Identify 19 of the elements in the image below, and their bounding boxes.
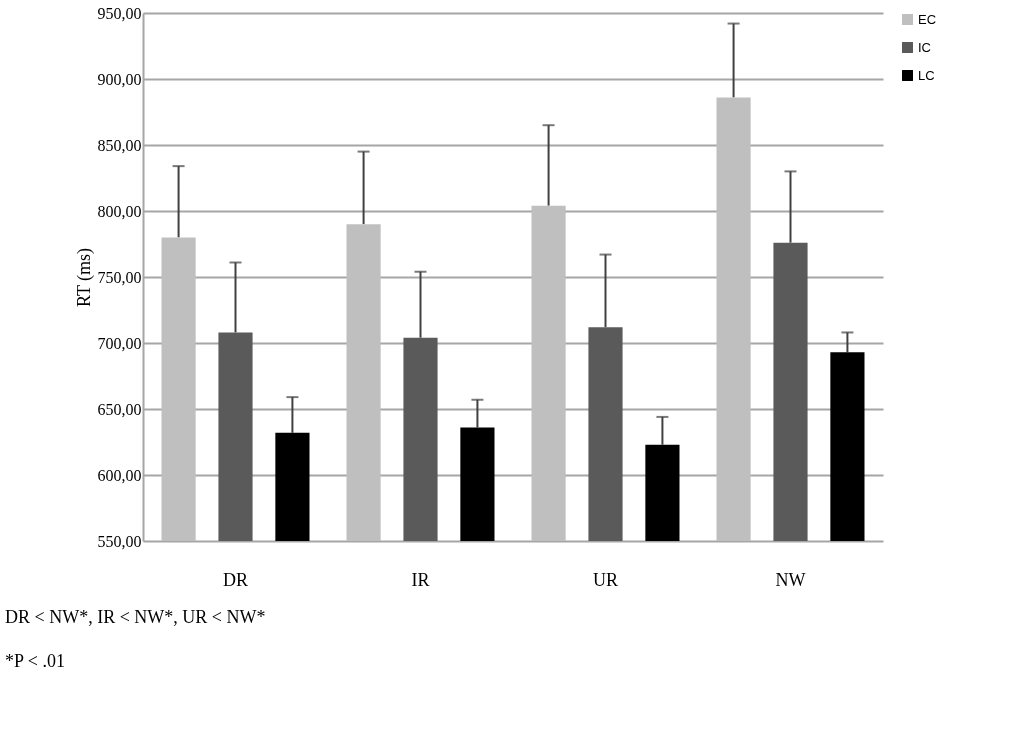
y-tick-label: 700,00	[97, 334, 142, 352]
legend-label: EC	[918, 11, 937, 27]
y-tick-label: 800,00	[97, 202, 142, 220]
y-tick-label: 950,00	[97, 4, 142, 22]
y-axis-title: RT (ms)	[73, 247, 95, 308]
x-tick-label: NW	[775, 569, 806, 590]
y-tick-label: 650,00	[97, 400, 142, 418]
x-tick-label: IR	[411, 569, 430, 590]
text: DR < NW*, IR < NW*, UR < NW*	[5, 607, 266, 627]
y-tick-label: 850,00	[97, 136, 142, 154]
y-tick-label: 750,00	[97, 268, 142, 286]
legend-label: IC	[918, 39, 931, 55]
text: *P < .01	[5, 651, 65, 671]
y-tick-label: 550,00	[97, 532, 142, 550]
y-tick-label: 600,00	[97, 466, 142, 484]
legend-label: LC	[918, 67, 935, 83]
x-tick-label: UR	[592, 569, 619, 590]
x-tick-label: DR	[222, 569, 249, 590]
y-tick-label: 900,00	[97, 70, 142, 88]
